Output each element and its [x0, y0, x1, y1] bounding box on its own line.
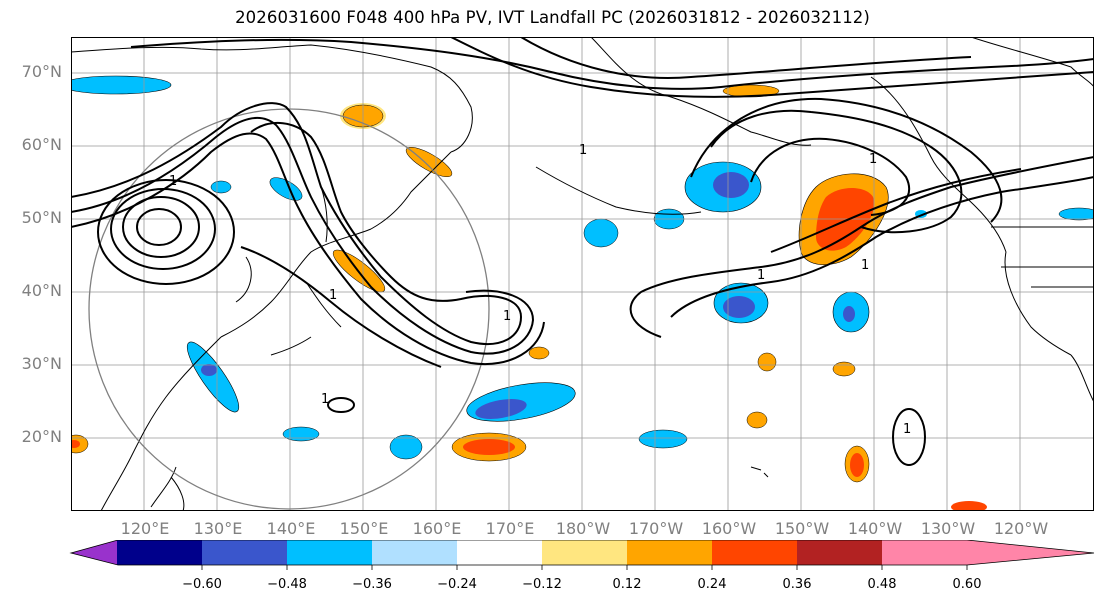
contour-label: 1 — [329, 288, 337, 303]
pv-positive-region — [757, 352, 777, 372]
contour-label: 1 — [169, 174, 177, 189]
colorbar-segment — [797, 540, 883, 565]
lat-label-50n: 50°N — [21, 208, 62, 227]
contour-labels: 1 1 1 1 1 1 1 1 1 — [169, 143, 911, 437]
pv-negative-region — [713, 172, 749, 198]
lon-label-170e: 170°E — [485, 519, 535, 538]
lon-label-140w: 140°W — [847, 519, 903, 538]
colorbar — [69, 540, 1095, 570]
lon-label-160w: 160°W — [701, 519, 757, 538]
lat-label-70n: 70°N — [21, 62, 62, 81]
pv-negative-region — [186, 341, 240, 413]
pv-positive-region — [850, 453, 864, 477]
colorbar-segment — [882, 540, 968, 565]
lon-label-120w: 120°W — [993, 519, 1049, 538]
colorbar-segment — [202, 540, 288, 565]
colorbar-tick-label: 0.48 — [867, 577, 897, 592]
lon-label-180w: 180°W — [555, 519, 611, 538]
colorbar-tick-label: −0.24 — [437, 577, 477, 592]
lon-label-140e: 140°E — [266, 519, 316, 538]
lon-label-130w: 130°W — [920, 519, 976, 538]
colorbar-outline — [69, 540, 1095, 566]
colorbar-tick-label: −0.48 — [267, 577, 307, 592]
colorbar-segment — [117, 540, 203, 565]
map-title: 2026031600 F048 400 hPa PV, IVT Landfall… — [235, 8, 870, 27]
contour-label: 1 — [869, 152, 877, 167]
lon-label-120e: 120°E — [120, 519, 170, 538]
contour-label: 1 — [903, 422, 911, 437]
colorbar-tick-label: −0.36 — [352, 577, 392, 592]
pv-negative-region — [201, 364, 217, 376]
pv-negative-region — [282, 426, 320, 442]
contours — [71, 37, 1094, 466]
pv-positive-region — [528, 346, 550, 360]
pv-positive-region — [832, 361, 856, 377]
lon-label-150w: 150°W — [774, 519, 830, 538]
contour-label: 1 — [321, 392, 329, 407]
pv-positive-region — [746, 411, 768, 429]
pv-negative-region — [843, 306, 855, 322]
colorbar-tick-label: 0.24 — [697, 577, 727, 592]
pv-positive-region — [951, 501, 987, 511]
pv-negative-region — [389, 434, 423, 460]
pv-positive-region — [405, 147, 453, 177]
pv-positive-region — [71, 440, 80, 448]
colorbar-tick-label: −0.60 — [182, 577, 222, 592]
contour-label: 1 — [757, 268, 765, 283]
pv-negative-region — [583, 218, 619, 248]
colorbar-tick-label: −0.12 — [522, 577, 562, 592]
colorbar-segment — [372, 540, 458, 565]
colorbar-extend-low — [71, 540, 118, 565]
coastlines — [71, 37, 1094, 511]
lon-label-130e: 130°E — [193, 519, 243, 538]
colorbar-extend-high — [967, 540, 1094, 565]
colorbar-segment — [627, 540, 713, 565]
lon-label-160e: 160°E — [412, 519, 462, 538]
lon-label-170w: 170°W — [628, 519, 684, 538]
contour-label: 1 — [579, 143, 587, 158]
pv-negative-region — [210, 180, 232, 194]
lat-label-30n: 30°N — [21, 354, 62, 373]
pv-negative-region — [475, 399, 527, 419]
pv-negative-region — [71, 75, 172, 95]
pv-positive-region — [463, 439, 515, 455]
graticule — [71, 37, 1094, 511]
lat-label-40n: 40°N — [21, 281, 62, 300]
lon-label-150e: 150°E — [339, 519, 389, 538]
map-panel: 1 1 1 1 1 1 1 1 1 — [71, 37, 1094, 511]
pv-negative-region — [1058, 207, 1094, 221]
contour-label: 1 — [503, 309, 511, 324]
contour-label: 1 — [861, 258, 869, 273]
colorbar-segment — [542, 540, 628, 565]
lat-label-60n: 60°N — [21, 135, 62, 154]
colorbar-segment — [712, 540, 798, 565]
pv-negative-region — [638, 429, 688, 449]
colorbar-segment — [287, 540, 373, 565]
colorbar-tick-label: 0.60 — [952, 577, 982, 592]
lat-label-20n: 20°N — [21, 427, 62, 446]
colorbar-segment — [457, 540, 543, 565]
pv-negative-region — [723, 296, 755, 318]
colorbar-tick-label: 0.12 — [612, 577, 642, 592]
colorbar-tick-label: 0.36 — [782, 577, 812, 592]
